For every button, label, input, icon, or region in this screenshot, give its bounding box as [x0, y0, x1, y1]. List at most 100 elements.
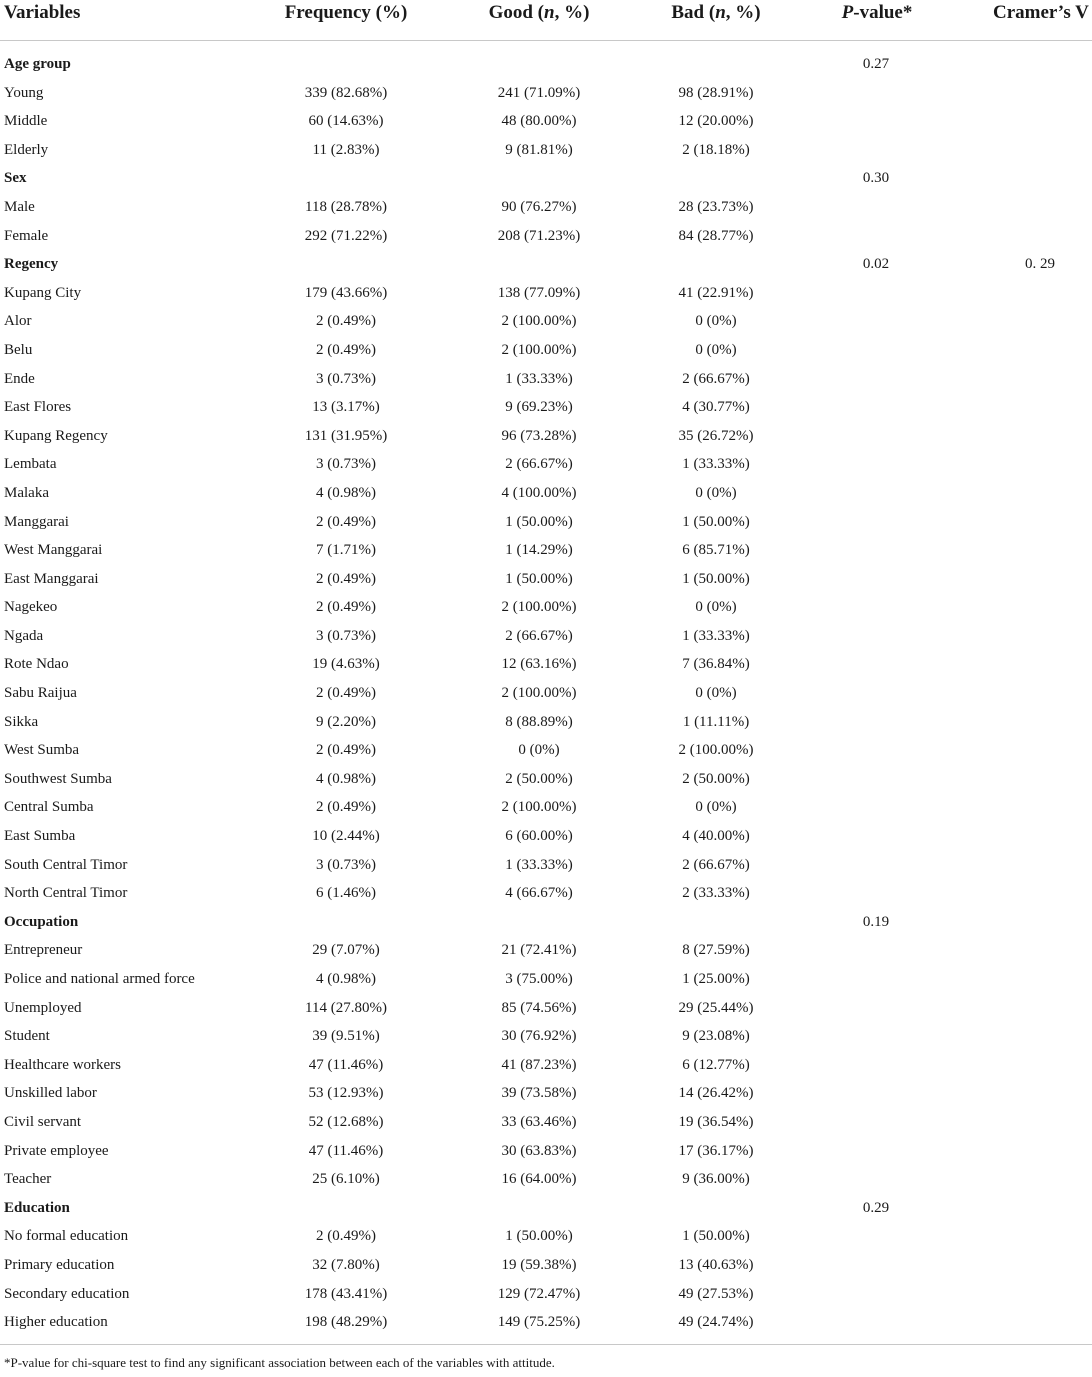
cell-good: 2 (100.00%) — [501, 313, 577, 330]
table-row: Civil servant 52 (12.68%) 33 (63.46%) 19 (3… — [0, 1108, 1092, 1137]
header-p-value: P-value* — [842, 2, 913, 24]
cell-bad: 6 (85.71%) — [682, 542, 750, 559]
cell-bad: 0 (0%) — [695, 599, 737, 616]
cell-bad: 98 (28.91%) — [678, 84, 754, 101]
header-bad: Bad (n, %) — [671, 2, 760, 24]
cell-good: 138 (77.09%) — [497, 284, 581, 301]
cell-bad: 8 (27.59%) — [682, 942, 750, 959]
cell-frequency: 2 (0.49%) — [316, 313, 376, 330]
cell-good: 30 (76.92%) — [501, 1028, 577, 1045]
cell-good: 0 (0%) — [518, 742, 560, 759]
bottom-rule — [0, 1344, 1092, 1345]
cell-frequency: 9 (2.20%) — [316, 713, 376, 730]
cell-bad: 28 (23.73%) — [678, 198, 754, 215]
table-row: Unskilled labor 53 (12.93%) 39 (73.58%) 14 … — [0, 1079, 1092, 1108]
cell-bad: 1 (33.33%) — [682, 456, 750, 473]
table-row: Rote Ndao 19 (4.63%) 12 (63.16%) 7 (36.84%) — [0, 650, 1092, 679]
cell-good: 33 (63.46%) — [501, 1113, 577, 1130]
cell-variable: East Sumba — [4, 828, 76, 845]
cell-variable: Private employee — [4, 1142, 109, 1159]
table-row: Middle 60 (14.63%) 48 (80.00%) 12 (20.00%) — [0, 107, 1092, 136]
cell-variable: Police and national armed force — [4, 971, 195, 987]
cell-bad: 1 (25.00%) — [682, 971, 750, 987]
table-row: Southwest Sumba 4 (0.98%) 2 (50.00%) 2 (50.… — [0, 765, 1092, 794]
cell-bad: 17 (36.17%) — [678, 1142, 754, 1159]
header-bad-n: n — [715, 2, 726, 23]
cell-bad: 35 (26.72%) — [678, 427, 754, 444]
header-bad-suffix: , %) — [725, 2, 761, 23]
cell-good: 12 (63.16%) — [501, 656, 577, 673]
cell-frequency: 3 (0.73%) — [316, 456, 376, 473]
cell-variable: Primary education — [4, 1256, 115, 1273]
table-row: Ende 3 (0.73%) 1 (33.33%) 2 (66.67%) — [0, 365, 1092, 394]
table-row: Elderly 11 (2.83%) 9 (81.81%) 2 (18.18%) — [0, 136, 1092, 165]
cell-frequency: 179 (43.66%) — [304, 284, 388, 301]
cell-frequency: 10 (2.44%) — [312, 828, 380, 845]
cell-variable: Malaka — [4, 484, 49, 501]
cell-frequency: 19 (4.63%) — [312, 656, 380, 673]
cell-good: 1 (33.33%) — [505, 370, 573, 387]
table-row: Secondary education 178 (43.41%) 129 (72.4… — [0, 1280, 1092, 1309]
table-row: West Manggarai 7 (1.71%) 1 (14.29%) 6 (85.7… — [0, 536, 1092, 565]
cell-frequency: 4 (0.98%) — [316, 484, 376, 501]
cell-bad: 9 (36.00%) — [682, 1171, 750, 1188]
cell-good: 149 (75.25%) — [497, 1314, 581, 1331]
table-row: Entrepreneur 29 (7.07%) 21 (72.41%) 8 (27.5… — [0, 936, 1092, 965]
cell-variable: Teacher — [4, 1171, 52, 1188]
cell-good: 85 (74.56%) — [501, 999, 577, 1016]
cell-good: 90 (76.27%) — [501, 198, 577, 215]
table-row: Healthcare workers 47 (11.46%) 41 (87.23%)… — [0, 1051, 1092, 1080]
cell-good: 8 (88.89%) — [505, 713, 573, 730]
cell-frequency: 114 (27.80%) — [305, 999, 387, 1016]
cell-good: 19 (59.38%) — [501, 1256, 577, 1273]
cell-variable: Alor — [4, 313, 32, 330]
table-group-row: Age group 0.27 — [0, 50, 1092, 79]
table-group-row: Regency 0.02 0. 29 — [0, 250, 1092, 279]
cell-frequency: 60 (14.63%) — [308, 113, 384, 130]
cell-frequency: 2 (0.49%) — [316, 513, 376, 530]
cell-frequency: 198 (48.29%) — [304, 1314, 388, 1331]
table-row: Kupang Regency 131 (31.95%) 96 (73.28%) 35 … — [0, 422, 1092, 451]
cell-bad: 6 (12.77%) — [682, 1056, 750, 1073]
table-group-row: Sex 0.30 — [0, 164, 1092, 193]
cell-good: 1 (14.29%) — [505, 542, 573, 559]
cell-good: 9 (69.23%) — [505, 399, 573, 416]
cell-variable: Civil servant — [4, 1113, 82, 1130]
cell-good: 48 (80.00%) — [501, 113, 577, 130]
cell-p-value: 0.19 — [862, 913, 890, 930]
table-row: East Manggarai 2 (0.49%) 1 (50.00%) 1 (50.0… — [0, 565, 1092, 594]
table-row: West Sumba 2 (0.49%) 0 (0%) 2 (100.00%) — [0, 736, 1092, 765]
table-row: Manggarai 2 (0.49%) 1 (50.00%) 1 (50.00%) — [0, 508, 1092, 537]
header-good-prefix: Good ( — [488, 2, 545, 23]
cell-variable: Regency — [4, 256, 59, 273]
cell-frequency: 2 (0.49%) — [316, 570, 376, 587]
cell-variable: East Flores — [4, 399, 72, 416]
cell-good: 21 (72.41%) — [501, 942, 577, 959]
cell-variable: East Manggarai — [4, 570, 99, 587]
cell-variable: Secondary education — [4, 1285, 130, 1302]
cell-frequency: 4 (0.98%) — [316, 770, 376, 787]
cell-variable: West Sumba — [4, 742, 80, 759]
cell-variable: Elderly — [4, 141, 49, 158]
cell-frequency: 131 (31.95%) — [304, 427, 388, 444]
table-row: Primary education 32 (7.80%) 19 (59.38%) 13… — [0, 1251, 1092, 1280]
cell-frequency: 3 (0.73%) — [316, 370, 376, 387]
cell-variable: Young — [4, 84, 44, 101]
header-good-suffix: , %) — [554, 2, 590, 23]
cell-bad: 13 (40.63%) — [678, 1256, 754, 1273]
cell-bad: 4 (40.00%) — [682, 828, 750, 845]
cell-variable: Ngada — [4, 627, 44, 644]
cell-good: 2 (66.67%) — [505, 456, 573, 473]
cell-bad: 14 (26.42%) — [678, 1085, 754, 1102]
cell-variable: West Manggarai — [4, 542, 103, 559]
table-header: Variables Frequency (%) Good (n, %) Bad … — [0, 0, 1092, 41]
cell-good: 16 (64.00%) — [501, 1171, 577, 1188]
cell-frequency: 2 (0.49%) — [316, 685, 376, 702]
cell-variable: South Central Timor — [4, 856, 128, 873]
cell-variable: Nagekeo — [4, 599, 58, 616]
cell-variable: Rote Ndao — [4, 656, 69, 673]
cell-frequency: 2 (0.49%) — [316, 799, 376, 816]
table-row: South Central Timor 3 (0.73%) 1 (33.33%) 2 … — [0, 851, 1092, 880]
cell-good: 208 (71.23%) — [497, 227, 581, 244]
cell-variable: Central Sumba — [4, 799, 94, 816]
